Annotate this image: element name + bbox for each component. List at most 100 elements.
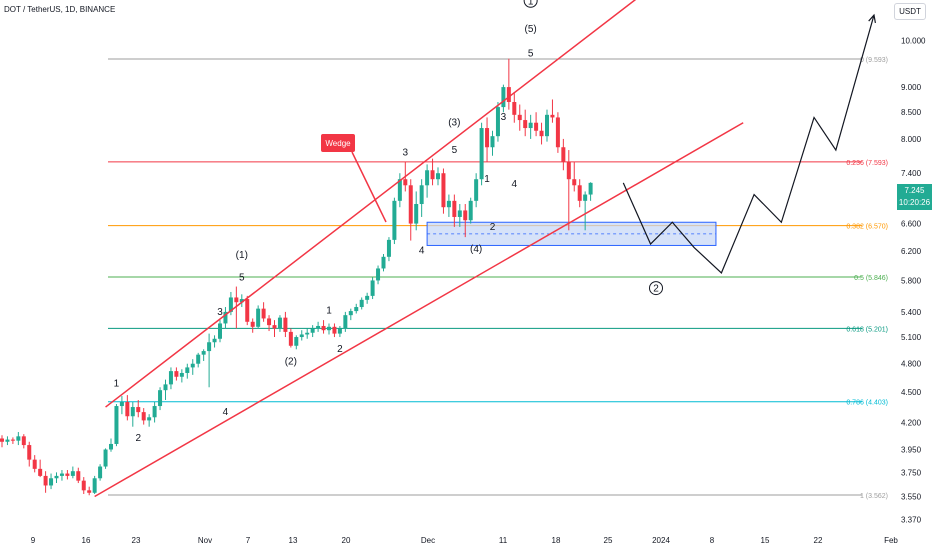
candle-body [348, 311, 353, 316]
candle-body [337, 328, 342, 334]
wave-label: 4 [419, 245, 425, 256]
support-zone [426, 221, 717, 246]
time-tick: 2024 [652, 536, 670, 545]
wave-label: 1 [326, 306, 332, 317]
wave-label: 3 [501, 112, 507, 123]
time-tick: 18 [552, 536, 561, 545]
price-axis[interactable]: 10.0009.0008.5008.0007.4007.0006.6006.20… [901, 37, 926, 525]
circled-wave-marker [649, 281, 663, 296]
candle-body [523, 120, 528, 129]
candle-body [501, 87, 506, 108]
callout-label: Wedge [325, 139, 351, 148]
candle-body [245, 299, 250, 322]
candle-body [299, 334, 304, 338]
candle-body [485, 128, 490, 148]
candle-body [136, 407, 141, 413]
price-tick: 10.000 [901, 37, 926, 46]
candle-body [376, 268, 381, 281]
last-price-tag: 7.245 10:20:26 [897, 184, 932, 210]
candle-body [495, 107, 500, 137]
fib-label: 1 (3.562) [860, 493, 888, 500]
candle-body [468, 200, 473, 221]
time-tick: 9 [31, 536, 36, 545]
candle-body [272, 325, 277, 329]
candle-body [185, 367, 190, 373]
price-tick: 3.370 [901, 515, 922, 524]
candles [0, 58, 593, 496]
candle-body [479, 128, 484, 180]
candle-body [381, 256, 386, 269]
fib-retracement-levels: 0 (9.593) 0.236 (7.593) 0.382 (6.570) 0.5 (… [108, 57, 888, 500]
candle-body [517, 114, 522, 121]
price-tick: 4.800 [901, 360, 922, 369]
candle-body [566, 161, 571, 180]
candle-body [572, 179, 577, 186]
time-tick: 22 [814, 536, 823, 545]
currency-unit-badge[interactable]: USDT [894, 3, 926, 20]
candle-body [305, 332, 310, 335]
candle-body [256, 308, 261, 327]
time-tick: Nov [198, 536, 212, 545]
candle-body [267, 318, 272, 326]
wave-label: 5 [452, 145, 458, 156]
price-tick: 8.500 [901, 108, 922, 117]
candle-body [98, 466, 103, 479]
candle-body [158, 390, 163, 407]
candle-body [65, 473, 70, 476]
candle-body [474, 179, 479, 201]
wedge-trendlines [94, 0, 744, 498]
wedge-callout: Wedge [321, 134, 387, 223]
projection-arrowhead [868, 13, 876, 24]
candle-body [457, 210, 462, 217]
candle-body [59, 473, 64, 476]
candle-body [201, 351, 206, 355]
wave-label: (4) [470, 244, 482, 255]
candle-body [207, 342, 212, 352]
wave-label: 1 [114, 378, 120, 389]
candle-body [87, 490, 92, 493]
price-tick: 5.400 [901, 308, 922, 317]
candle-body [130, 407, 135, 417]
wave-label: 2 [337, 344, 343, 355]
candle-body [141, 412, 146, 421]
candle-body [5, 439, 10, 442]
candle-body [261, 308, 266, 319]
candle-body [539, 130, 544, 137]
candle-body [174, 371, 179, 377]
candle-body [550, 114, 555, 118]
circled-wave-label: 2 [653, 284, 659, 295]
candle-body [561, 147, 566, 162]
wave-label: (3) [448, 117, 460, 128]
circled-wave-marker [523, 0, 538, 8]
fib-label: 0 (9.593) [860, 57, 888, 64]
candle-body [196, 354, 201, 364]
candle-body [81, 480, 86, 491]
time-tick: 23 [132, 536, 141, 545]
candle-body [310, 328, 315, 333]
candle-body [54, 475, 59, 479]
candle-body [119, 402, 124, 407]
candle-body [103, 449, 108, 467]
candle-body [76, 471, 81, 481]
wave-label: 3 [217, 307, 223, 318]
time-tick: 15 [761, 536, 770, 545]
candle-body [283, 317, 288, 332]
last-price-value: 7.245 [904, 186, 925, 195]
candle-body [114, 406, 119, 444]
candle-body [359, 299, 364, 308]
candle-body [70, 471, 75, 476]
time-tick: 7 [246, 536, 251, 545]
fib-label: 0.786 (4.403) [846, 400, 888, 407]
candle-body [430, 170, 435, 180]
candle-body [534, 122, 539, 131]
candle-body [441, 173, 446, 208]
price-tick: 6.200 [901, 247, 922, 256]
wave-labels: 1 2 3 4 5 (1) (2) 1 2 3 4 5 (3) 1 2 (4) 3 4 5 (5) 1 2 [114, 0, 663, 444]
candle-body [490, 136, 495, 148]
wave-label: (2) [285, 356, 297, 367]
price-tick: 3.750 [901, 468, 922, 477]
candle-body [0, 438, 4, 442]
candle-body [294, 337, 299, 346]
time-axis[interactable]: 9 16 23 Nov 7 13 20 Dec 11 18 25 2024 8 15 22 Feb [31, 536, 899, 545]
